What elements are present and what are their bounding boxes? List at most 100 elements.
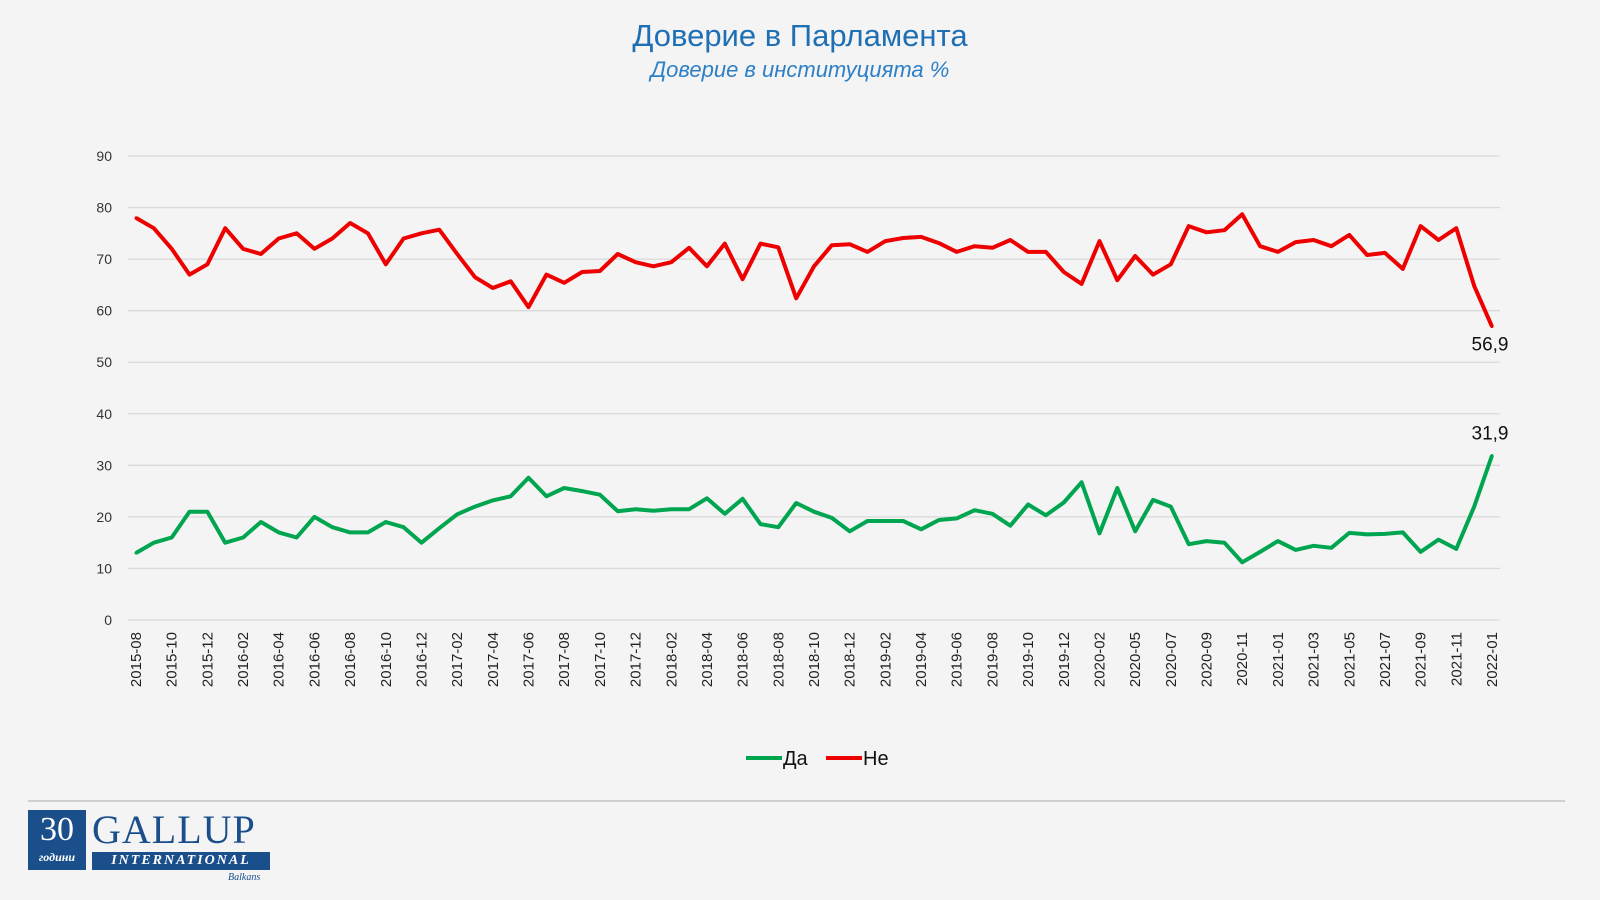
data-point xyxy=(295,231,299,235)
x-tick-label: 2016-12 xyxy=(413,632,430,687)
logo-region: Balkans xyxy=(228,872,261,883)
series-line-Да xyxy=(134,454,1494,565)
x-tick-label: 2020-02 xyxy=(1091,632,1108,687)
data-point xyxy=(527,476,531,480)
data-point xyxy=(687,246,691,250)
data-point xyxy=(1080,282,1084,286)
data-point xyxy=(1044,513,1048,517)
data-point xyxy=(955,250,959,254)
footer-divider xyxy=(28,800,1565,802)
data-point xyxy=(562,486,566,490)
data-point xyxy=(901,236,905,240)
x-tick-label: 2017-04 xyxy=(485,632,502,687)
x-tick-label: 2017-08 xyxy=(556,632,573,687)
x-tick-label: 2018-02 xyxy=(663,632,680,687)
data-point xyxy=(1097,239,1101,243)
x-tick-label: 2019-04 xyxy=(913,632,930,687)
data-point xyxy=(134,216,138,220)
data-point xyxy=(1490,454,1494,458)
data-point xyxy=(241,536,245,540)
data-point xyxy=(830,243,834,247)
legend-label: Да xyxy=(783,748,809,770)
data-point xyxy=(1472,505,1476,509)
data-point xyxy=(812,510,816,514)
data-point xyxy=(1044,250,1048,254)
x-tick-label: 2019-10 xyxy=(1020,632,1037,687)
data-point xyxy=(937,518,941,522)
data-point xyxy=(1365,532,1369,536)
y-tick-label: 80 xyxy=(96,200,112,216)
data-point xyxy=(687,507,691,511)
x-tick-label: 2020-05 xyxy=(1127,632,1144,687)
data-point xyxy=(348,530,352,534)
data-point xyxy=(205,262,209,266)
x-tick-label: 2019-06 xyxy=(949,632,966,687)
data-point xyxy=(973,244,977,248)
data-point xyxy=(580,489,584,493)
data-point xyxy=(794,501,798,505)
data-point xyxy=(723,242,727,246)
data-point xyxy=(616,252,620,256)
data-point xyxy=(1169,262,1173,266)
data-point xyxy=(1008,238,1012,242)
x-tick-label: 2021-03 xyxy=(1306,632,1323,687)
data-point xyxy=(1026,503,1030,507)
data-point xyxy=(1062,500,1066,504)
data-point xyxy=(188,273,192,277)
data-point xyxy=(758,522,762,526)
data-point xyxy=(990,246,994,250)
logo-30-years-badge: 30 години xyxy=(28,810,86,870)
data-point xyxy=(1169,505,1173,509)
data-point xyxy=(1436,538,1440,542)
data-point xyxy=(491,286,495,290)
data-point xyxy=(241,247,245,251)
data-point xyxy=(812,264,816,268)
data-point xyxy=(1294,548,1298,552)
data-point xyxy=(330,236,334,240)
data-point xyxy=(330,525,334,529)
data-point xyxy=(776,245,780,249)
data-point xyxy=(866,250,870,254)
y-tick-label: 70 xyxy=(96,251,112,267)
data-point xyxy=(1312,544,1316,548)
data-point xyxy=(1080,480,1084,484)
x-tick-label: 2020-09 xyxy=(1199,632,1216,687)
data-point xyxy=(473,505,477,509)
y-tick-label: 50 xyxy=(96,354,112,370)
logo-years: години xyxy=(38,850,76,864)
series-line-Не xyxy=(134,212,1494,328)
data-point xyxy=(188,510,192,514)
data-point xyxy=(1347,531,1351,535)
data-point xyxy=(312,515,316,519)
x-tick-label: 2016-06 xyxy=(306,632,323,687)
data-point xyxy=(1401,267,1405,271)
data-point xyxy=(455,512,459,516)
legend-label: Не xyxy=(863,748,889,770)
data-point xyxy=(1133,529,1137,533)
data-point xyxy=(562,281,566,285)
data-point xyxy=(1365,253,1369,257)
data-point xyxy=(1222,541,1226,545)
data-point xyxy=(277,530,281,534)
data-point xyxy=(259,520,263,524)
x-tick-label: 2017-02 xyxy=(449,632,466,687)
data-point xyxy=(1187,224,1191,228)
x-tick-label: 2021-05 xyxy=(1341,632,1358,687)
data-point xyxy=(741,497,745,501)
data-point xyxy=(634,507,638,511)
data-label: 31,9 xyxy=(1472,424,1509,445)
data-point xyxy=(312,247,316,251)
data-point xyxy=(937,241,941,245)
data-point xyxy=(1383,532,1387,536)
x-tick-label: 2015-12 xyxy=(199,632,216,687)
logo-brand: GALLUP xyxy=(92,807,256,852)
data-point xyxy=(152,226,156,230)
data-point xyxy=(1383,251,1387,255)
x-tick-label: 2016-10 xyxy=(378,632,395,687)
data-point xyxy=(1240,560,1244,564)
data-point xyxy=(1419,550,1423,554)
x-tick-label: 2015-10 xyxy=(164,632,181,687)
x-tick-label: 2017-12 xyxy=(628,632,645,687)
data-point xyxy=(741,277,745,281)
y-tick-label: 60 xyxy=(96,303,112,319)
